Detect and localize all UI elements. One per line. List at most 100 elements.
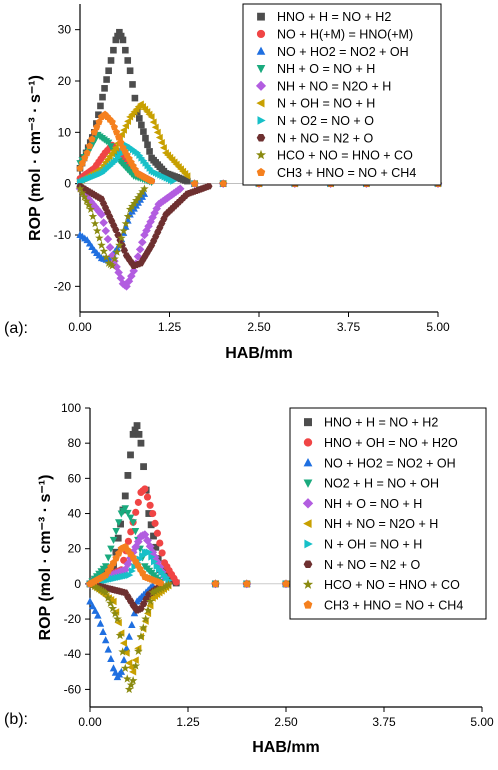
legend-label: CH3 + HNO = NO + CH4 (277, 166, 416, 180)
data-point (109, 536, 118, 544)
data-point (121, 505, 130, 513)
data-point (103, 234, 113, 244)
data-point (149, 509, 157, 518)
x-tick-label: 0.00 (68, 320, 92, 334)
data-point (150, 557, 159, 566)
data-point (131, 542, 141, 552)
legend-marker (256, 134, 266, 142)
data-point (86, 597, 94, 605)
legend-marker (303, 560, 313, 569)
data-point (136, 632, 146, 641)
legend-label: N + NO = N2 + O (324, 558, 420, 572)
data-point (157, 138, 165, 147)
legend-label: N + O2 = NO + O (277, 114, 374, 128)
data-point (161, 581, 171, 590)
data-point (140, 128, 147, 135)
series-10 (76, 110, 442, 187)
data-point (107, 654, 115, 662)
legend-label: NO + HO2 = NO2 + OH (324, 456, 456, 470)
data-point (107, 57, 115, 64)
data-point (117, 667, 126, 675)
data-point (158, 549, 166, 557)
data-point (152, 585, 162, 595)
legend-marker (255, 80, 267, 91)
data-point (140, 184, 149, 193)
data-point (114, 153, 122, 162)
data-point (127, 663, 135, 672)
chart-panel-a: 0.00 1.25 2.50 3.75 5.00 30 20 10 0 -10 -20 HAB/mm R… (4, 3, 450, 362)
data-point (153, 128, 161, 136)
x-tick-label: 3.75 (372, 715, 396, 729)
data-point (86, 139, 94, 146)
data-point (153, 529, 161, 537)
data-point (101, 563, 110, 571)
data-point (112, 247, 122, 256)
legend-label: NH + NO = N2O + H (277, 79, 391, 93)
data-point (143, 493, 152, 501)
data-point (140, 463, 147, 471)
data-point (107, 251, 117, 260)
data-point (103, 76, 110, 83)
data-point (115, 133, 123, 141)
legend-label: HCO + NO = HNO + CO (324, 578, 460, 592)
data-point (125, 659, 133, 667)
data-point (111, 144, 119, 152)
data-point (131, 656, 139, 664)
legend-marker (257, 116, 266, 125)
data-point (117, 233, 126, 242)
data-point (147, 113, 155, 121)
data-point (148, 553, 156, 561)
data-point (146, 596, 155, 606)
legend-label: NO + H(+M) = HNO(+M) (277, 27, 413, 41)
data-point (110, 254, 119, 263)
data-point (116, 28, 123, 36)
legend-label: HNO + OH = NO + H2O (324, 436, 458, 450)
data-point (145, 510, 153, 517)
data-point (90, 581, 99, 591)
data-point (133, 252, 143, 261)
x-tick-label: 2.50 (247, 320, 271, 334)
data-point (129, 430, 137, 438)
data-point (151, 519, 159, 527)
data-point (96, 585, 106, 594)
y-tick-label: 100 (61, 401, 81, 415)
y-tick-label: -20 (54, 279, 72, 293)
legend-label: NO2 + H = NO + OH (324, 477, 439, 491)
data-point (97, 102, 104, 110)
data-point (136, 115, 143, 122)
legend-label: HNO + H = NO + H2 (277, 10, 391, 24)
data-point (183, 172, 191, 180)
legend-marker (256, 29, 266, 39)
data-point (121, 492, 129, 500)
data-point (114, 534, 122, 542)
data-point (127, 271, 136, 281)
data-point (124, 276, 134, 286)
data-point (128, 676, 138, 685)
data-point (131, 661, 141, 670)
y-tick-label: 0 (74, 577, 81, 591)
data-point (103, 593, 113, 602)
data-point (124, 117, 132, 125)
data-point (126, 680, 136, 689)
legend-label: N + OH = NO + H (324, 537, 422, 551)
legend-marker (304, 539, 313, 549)
data-point (101, 588, 111, 597)
data-point (107, 143, 115, 151)
data-point (75, 184, 85, 193)
x-axis-title: HAB/mm (225, 345, 293, 362)
data-point (132, 508, 140, 516)
data-point (112, 528, 120, 536)
legend-marker (256, 65, 266, 74)
data-point (105, 67, 112, 75)
data-point (122, 649, 130, 657)
data-point (91, 606, 99, 614)
data-point (122, 644, 131, 652)
data-point (135, 245, 145, 254)
y-tick-label: -40 (64, 647, 82, 661)
data-point (95, 207, 104, 217)
legend-marker (302, 579, 314, 589)
data-point (165, 576, 173, 585)
data-point (116, 273, 126, 283)
data-point (138, 623, 148, 632)
